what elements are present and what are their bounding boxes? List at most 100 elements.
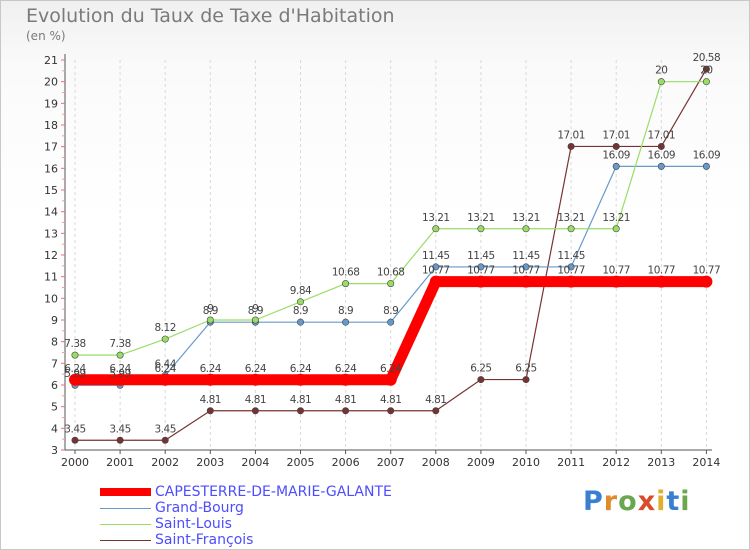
point-capesterre-2010 [520, 275, 532, 288]
data-label-grand-bourg-2007: 8.9 [383, 305, 398, 317]
data-label-saint-louis-2003: 9 [207, 303, 213, 315]
data-label-capesterre-2005: 6.24 [290, 363, 312, 375]
data-label-grand-bourg-2014: 16.09 [693, 149, 721, 161]
data-label-saint-louis-2001: 7.38 [109, 338, 130, 350]
point-saint-louis-2010 [522, 225, 530, 233]
x-tick-label-2007: 2007 [377, 456, 405, 469]
data-label-grand-bourg-2008: 11.45 [422, 250, 450, 262]
x-tick-label-2013: 2013 [647, 456, 675, 469]
point-saint-francois-2009 [477, 376, 485, 384]
point-capesterre-2005 [294, 373, 307, 386]
point-grand-bourg-2013 [657, 162, 665, 170]
x-tick-label-2000: 2000 [61, 456, 89, 469]
data-label-saint-francois-2001: 3.45 [109, 423, 130, 435]
y-tick-label-19: 19 [44, 97, 58, 110]
point-grand-bourg-2007 [387, 318, 395, 326]
point-saint-francois-2001 [116, 436, 124, 444]
point-saint-louis-2009 [477, 225, 485, 233]
data-label-capesterre-2004: 6.24 [245, 363, 267, 375]
data-label-capesterre-2008: 10.77 [422, 265, 450, 277]
data-label-saint-francois-2007: 4.81 [380, 394, 401, 406]
data-label-saint-louis-2013: 20 [655, 65, 667, 77]
point-grand-bourg-2009 [477, 263, 485, 271]
y-tick-label-17: 17 [44, 141, 58, 154]
data-label-grand-bourg-2005: 8.9 [293, 305, 308, 317]
y-tick-label-18: 18 [44, 119, 58, 132]
point-capesterre-2009 [474, 275, 487, 288]
x-tick-label-2004: 2004 [241, 456, 269, 469]
point-capesterre-2013 [655, 275, 668, 288]
point-grand-bourg-2005 [296, 318, 304, 326]
point-saint-francois-2004 [251, 407, 259, 415]
point-saint-francois-2011 [567, 142, 575, 150]
data-label-capesterre-2014: 10.77 [693, 265, 721, 277]
y-tick-label-5: 5 [51, 401, 58, 414]
point-capesterre-2000 [69, 373, 81, 386]
data-label-capesterre-2006: 6.24 [335, 363, 357, 375]
data-label-saint-louis-2012: 13.21 [602, 212, 630, 224]
data-label-grand-bourg-2003: 8.9 [203, 305, 218, 317]
data-label-grand-bourg-2012: 16.09 [602, 149, 630, 161]
point-grand-bourg-2012 [612, 162, 620, 170]
data-label-saint-louis-2002: 8.12 [155, 322, 176, 334]
x-tick-label-2002: 2002 [151, 456, 179, 469]
y-tick-label-21: 21 [44, 54, 58, 67]
point-grand-bourg-2008 [432, 263, 440, 271]
y-tick-label-8: 8 [51, 336, 58, 349]
data-label-saint-louis-2009: 13.21 [467, 212, 495, 224]
point-saint-francois-2000 [71, 436, 79, 444]
data-label-saint-louis-2008: 13.21 [422, 212, 450, 224]
legend-label-capesterre: CAPESTERRE-DE-MARIE-GALANTE [155, 484, 392, 500]
point-saint-louis-2002 [161, 335, 169, 343]
point-capesterre-2008 [429, 275, 442, 288]
y-tick-label-20: 20 [44, 76, 58, 89]
point-capesterre-2007 [384, 373, 397, 386]
point-saint-louis-2001 [116, 351, 124, 359]
data-label-saint-louis-2004: 9 [252, 303, 258, 315]
y-tick-label-12: 12 [44, 249, 58, 262]
data-label-grand-bourg-2010: 11.45 [512, 250, 540, 262]
y-tick-label-3: 3 [51, 444, 58, 457]
point-saint-francois-2012 [612, 142, 620, 150]
point-saint-francois-2006 [342, 407, 350, 415]
data-label-grand-bourg-2004: 8.9 [248, 305, 263, 317]
data-label-capesterre-2010: 10.77 [512, 265, 540, 277]
point-grand-bourg-2010 [522, 263, 530, 271]
point-grand-bourg-2011 [567, 263, 575, 271]
point-saint-louis-2000 [71, 351, 79, 359]
point-grand-bourg-2014 [702, 162, 710, 170]
point-saint-francois-2013 [657, 142, 665, 150]
proxiti-logo: Proxiti [583, 486, 691, 517]
y-tick-label-4: 4 [51, 422, 58, 435]
point-saint-francois-2010 [522, 376, 530, 384]
data-label-saint-francois-2011: 17.01 [557, 129, 585, 141]
point-saint-francois-2002 [161, 436, 169, 444]
data-label-saint-francois-2002: 3.45 [155, 423, 176, 435]
x-tick-label-2009: 2009 [467, 456, 495, 469]
x-tick-label-2005: 2005 [287, 456, 315, 469]
data-label-grand-bourg-2013: 16.09 [648, 149, 676, 161]
point-saint-louis-2003 [206, 316, 214, 324]
legend-swatch-saint-louis [100, 524, 151, 525]
data-label-grand-bourg-2009: 11.45 [467, 250, 495, 262]
data-label-saint-francois-2000: 3.45 [64, 423, 85, 435]
point-capesterre-2006 [339, 373, 352, 386]
point-saint-louis-2011 [567, 225, 575, 233]
y-tick-label-10: 10 [44, 292, 58, 305]
data-label-saint-louis-2006: 10.68 [332, 267, 360, 279]
legend-label-saint-francois: Saint-François [155, 532, 254, 548]
x-tick-label-2008: 2008 [422, 456, 450, 469]
data-label-saint-francois-2010: 6.25 [515, 363, 536, 375]
data-label-saint-francois-2008: 4.81 [425, 394, 446, 406]
x-tick-label-2001: 2001 [106, 456, 134, 469]
point-saint-francois-2003 [206, 407, 214, 415]
legend-swatch-capesterre [100, 488, 151, 496]
point-saint-francois-2008 [432, 407, 440, 415]
point-saint-louis-2006 [342, 280, 350, 288]
y-tick-label-11: 11 [44, 271, 58, 284]
y-tick-label-14: 14 [44, 206, 58, 219]
data-label-capesterre-2003: 6.24 [200, 363, 222, 375]
data-label-capesterre-2000: 6.24 [64, 363, 86, 375]
legend-label-grand-bourg: Grand-Bourg [155, 500, 244, 516]
